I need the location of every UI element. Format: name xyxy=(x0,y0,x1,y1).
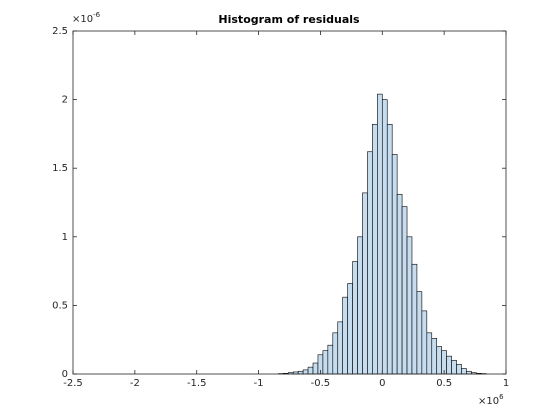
y-multiplier: ×10-6 xyxy=(72,11,101,25)
bar xyxy=(431,338,438,375)
x-tick-label: -2.5 xyxy=(63,378,83,389)
x-multiplier-exponent: 6 xyxy=(499,393,504,401)
x-tick-label: -2 xyxy=(130,378,140,389)
bar xyxy=(332,332,339,375)
bar xyxy=(322,350,329,375)
x-tick-label: -1 xyxy=(254,378,264,389)
x-tick-label: 1 xyxy=(503,378,509,389)
bar xyxy=(396,193,403,375)
bar xyxy=(362,192,368,375)
bar xyxy=(391,154,398,375)
bar xyxy=(436,346,442,375)
chart-title: Histogram of residuals xyxy=(218,13,360,26)
bar xyxy=(297,370,304,375)
bar xyxy=(302,369,309,375)
x-multiplier-base: ×10 xyxy=(478,396,499,407)
x-tick-label: 0 xyxy=(379,378,385,389)
y-tick-label: 0 xyxy=(62,369,68,380)
bar xyxy=(401,206,408,375)
bar xyxy=(466,370,472,375)
bar xyxy=(307,366,314,375)
x-tick-label: 0.5 xyxy=(436,378,452,389)
bar xyxy=(372,123,378,375)
y-tick-label: 2.5 xyxy=(52,26,68,37)
bar xyxy=(352,261,358,375)
bar xyxy=(421,310,428,375)
bar xyxy=(406,236,413,375)
bar xyxy=(347,283,353,375)
bar xyxy=(456,364,462,375)
bar xyxy=(416,291,423,375)
x-multiplier: ×106 xyxy=(478,393,504,407)
bar xyxy=(337,321,343,375)
y-tick-label: 1.5 xyxy=(52,163,68,174)
bar xyxy=(327,344,334,375)
bar xyxy=(357,236,363,375)
bar xyxy=(446,355,452,375)
bar xyxy=(377,93,383,375)
bar xyxy=(426,332,433,375)
bar xyxy=(342,296,348,375)
axes-box xyxy=(72,30,507,375)
bar xyxy=(367,151,373,375)
y-tick-label: 2 xyxy=(62,95,68,106)
x-tick-label: -1.5 xyxy=(187,378,207,389)
bar xyxy=(451,359,457,375)
y-tick-label: 1 xyxy=(62,232,68,243)
bar xyxy=(386,123,393,375)
y-multiplier-exponent: -6 xyxy=(93,11,101,19)
y-multiplier-base: ×10 xyxy=(72,14,93,25)
bar xyxy=(381,99,388,375)
bar xyxy=(411,263,418,375)
x-tick-label: -0.5 xyxy=(311,378,331,389)
y-tick-label: 0.5 xyxy=(52,300,68,311)
bar xyxy=(461,368,467,375)
bar xyxy=(312,362,319,375)
